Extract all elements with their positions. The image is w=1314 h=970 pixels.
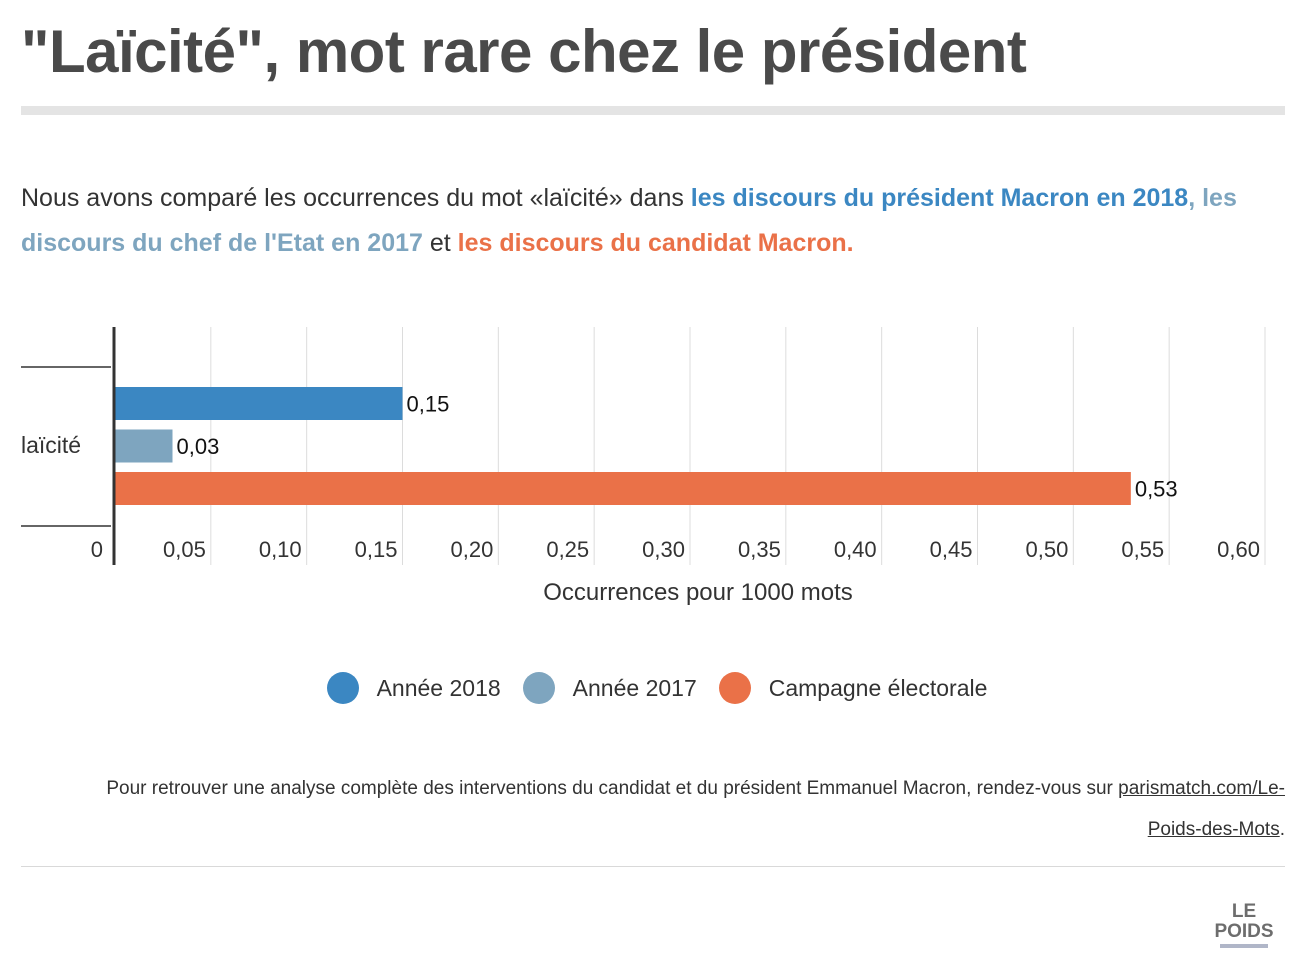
logo-line-1: LE — [1231, 901, 1257, 922]
intro-part-campagne: les discours du candidat Macron. — [457, 229, 854, 257]
bar-ann-e-2017 — [115, 429, 173, 463]
x-tick-label: 0 — [91, 537, 103, 562]
data-label: 0,53 — [1135, 477, 1178, 502]
intro-part-comma: , — [1188, 184, 1203, 212]
x-tick-label: 0,15 — [355, 537, 398, 562]
x-tick-label: 0,45 — [930, 537, 973, 562]
bar-chart: 0,15 0,03 0,53 laïcité 0 0,05 0,10 0,15 0,20 0,25… — [21, 327, 1266, 606]
legend-item-annee-2017: Année 2017 — [522, 672, 697, 704]
intro-part-2018: les discours du président Macron en 2018 — [690, 184, 1189, 212]
x-tick-label: 0,05 — [163, 537, 206, 562]
x-tick-label: 0,35 — [738, 537, 781, 562]
legend-swatch-campagne — [718, 672, 751, 704]
x-tick-label: 0,60 — [1217, 537, 1260, 562]
brand-logo: LE POIDS — [1208, 902, 1280, 954]
legend-swatch-annee-2017 — [522, 672, 555, 704]
chart-title: "Laïcité", mot rare chez le président — [21, 18, 1027, 85]
intro-text: Nous avons comparé les occurrences du mo… — [21, 176, 1296, 266]
footnote: Pour retrouver une analyse complète des … — [100, 768, 1285, 850]
intro-part-et: et — [422, 229, 458, 257]
bar-campagne-lectorale — [115, 472, 1131, 505]
legend-swatch-annee-2018 — [326, 672, 359, 704]
chart-area: 0,15 0,03 0,53 laïcité 0 0,05 0,10 0,15 0,20 0,25… — [0, 300, 1314, 630]
x-axis-title: Occurrences pour 1000 mots — [543, 579, 852, 606]
x-tick-label: 0,30 — [642, 537, 685, 562]
bar-ann-e-2018 — [115, 387, 403, 420]
category-label: laïcité — [21, 432, 81, 458]
data-label: 0,15 — [407, 392, 450, 417]
footnote-text: Pour retrouver une analyse complète des … — [106, 778, 1119, 799]
x-tick-label: 0,40 — [834, 537, 877, 562]
intro-part-2017: les discours du chef de l'Etat en 2017 — [21, 184, 1237, 257]
intro-part-plain: Nous avons comparé les occurrences du mo… — [21, 184, 691, 212]
logo-line-2: POIDS — [1214, 921, 1274, 942]
legend: Année 2018 Année 2017 Campagne électoral… — [0, 668, 1314, 708]
x-tick-label: 0,10 — [259, 537, 302, 562]
data-label: 0,03 — [177, 434, 220, 459]
logo-bar — [1220, 944, 1268, 948]
title-divider — [21, 106, 1285, 115]
x-tick-label: 0,55 — [1121, 537, 1164, 562]
x-tick-label: 0,50 — [1026, 537, 1069, 562]
legend-label-annee-2018: Année 2018 — [376, 674, 501, 701]
legend-label-campagne: Campagne électorale — [768, 674, 988, 701]
footnote-end: . — [1279, 819, 1285, 840]
legend-label-annee-2017: Année 2017 — [572, 674, 697, 701]
footnote-link[interactable]: parismatch.com/Le-Poids-des-Mots — [1118, 778, 1285, 840]
x-tick-label: 0,20 — [451, 537, 494, 562]
legend-item-campagne: Campagne électorale — [718, 672, 988, 704]
footer-divider — [21, 866, 1285, 867]
legend-item-annee-2018: Année 2018 — [326, 672, 501, 704]
x-tick-label: 0,25 — [546, 537, 589, 562]
